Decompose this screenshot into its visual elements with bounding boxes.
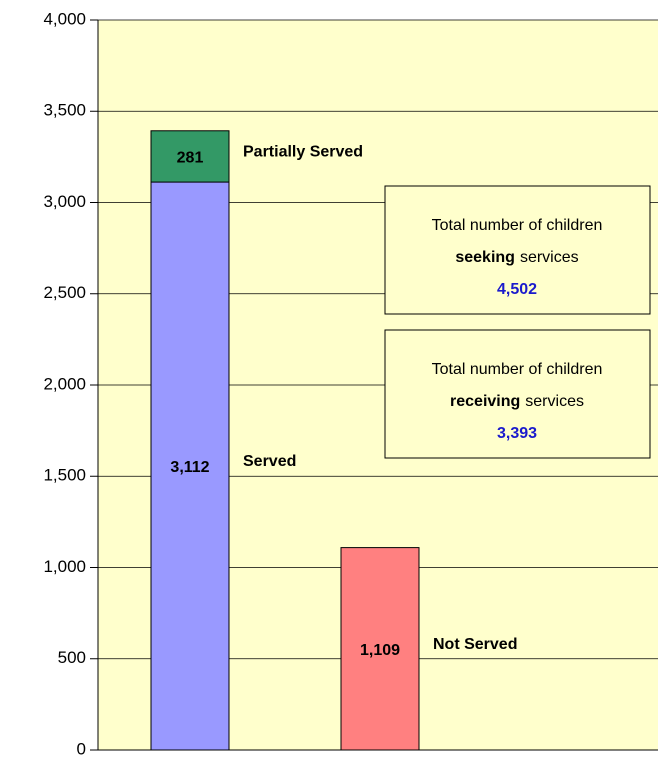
value-label: 1,109 (360, 642, 400, 659)
annotation-text: Total number of children (432, 361, 603, 378)
y-tick-label: 3,000 (43, 192, 86, 211)
y-tick-label: 1,000 (43, 557, 86, 576)
annotation-suffix: services (525, 393, 584, 410)
bar-segment (340, 547, 420, 751)
annotation-text: Total number of children (432, 217, 603, 234)
value-label: 281 (177, 150, 204, 167)
bar-segment (150, 130, 230, 183)
y-tick-label: 2,500 (43, 283, 86, 302)
series-label: Served (243, 453, 296, 470)
annotation-emphasis: seeking (455, 249, 515, 266)
annotation-frame (384, 185, 651, 315)
y-tick-label: 4,000 (43, 9, 86, 28)
y-tick-label: 2,000 (43, 374, 86, 393)
annotation-figure: 3,393 (497, 425, 537, 442)
y-tick-label: 3,500 (43, 101, 86, 120)
annotation-figure: 4,502 (497, 281, 537, 298)
value-label: 3,112 (170, 459, 209, 476)
annotation-emphasis: receiving (450, 393, 520, 410)
y-tick-label: 0 (77, 739, 86, 758)
y-tick-label: 500 (58, 648, 86, 667)
annotation-line: seeking services (455, 249, 578, 266)
annotation-box: Total number of children receiving service… (384, 329, 651, 459)
series-label: Partially Served (243, 144, 363, 161)
series-label: Not Served (433, 636, 517, 653)
bar-segment (150, 181, 230, 751)
annotation-line: receiving services (450, 393, 584, 410)
y-tick-label: 1,500 (43, 466, 86, 485)
annotation-box: Total number of children seeking services 4… (384, 185, 651, 315)
annotation-frame (384, 329, 651, 459)
annotation-suffix: services (520, 249, 579, 266)
